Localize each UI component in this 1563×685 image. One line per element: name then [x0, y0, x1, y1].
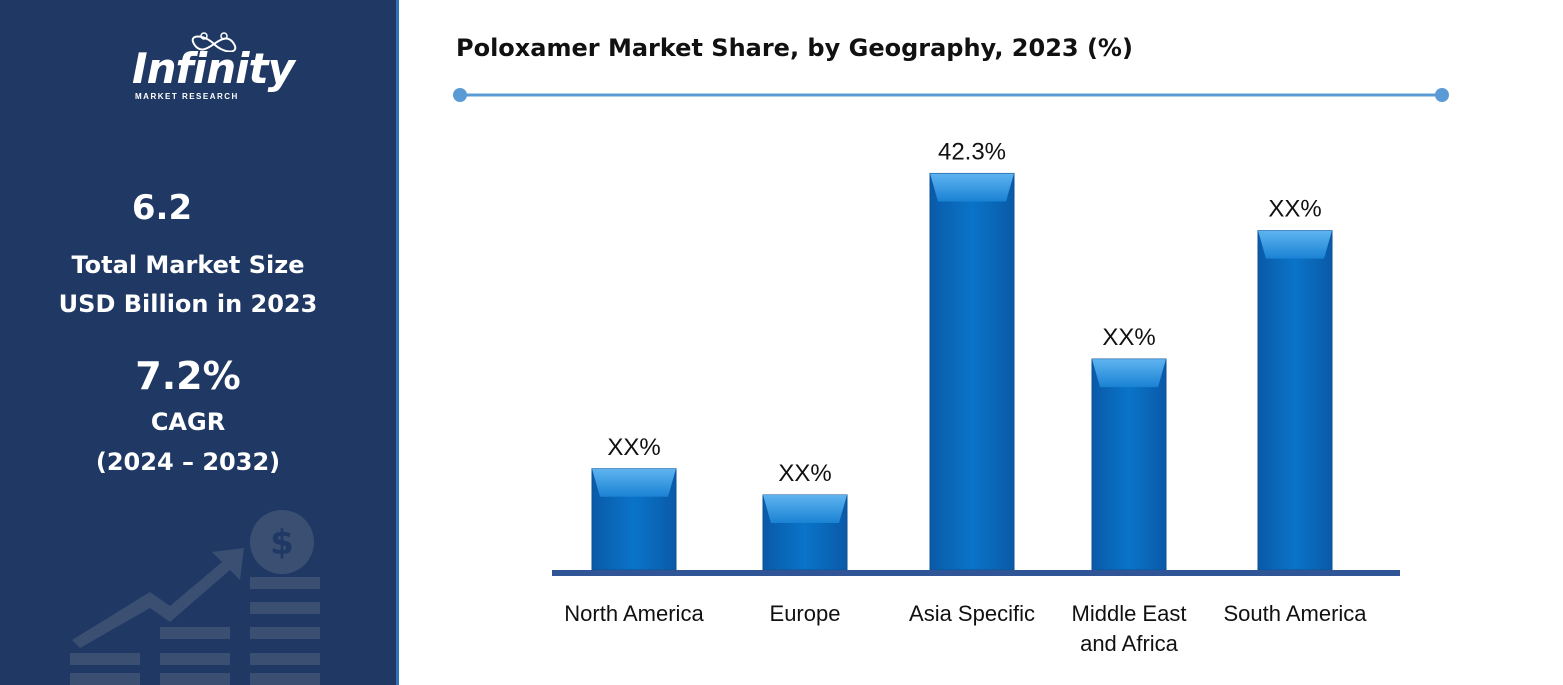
category-label-0: North America — [564, 601, 704, 626]
bar-4 — [1257, 230, 1333, 571]
data-label-0: XX% — [607, 434, 660, 461]
cagr-period: (2024 – 2032) — [95, 448, 281, 476]
title-divider — [453, 88, 1449, 102]
data-label-1: XX% — [778, 460, 831, 487]
bar-highlight-2 — [930, 173, 1014, 202]
brand-name: Infinity — [132, 44, 295, 93]
category-label-2: Asia Specific — [909, 601, 1035, 626]
market-size-label-line2: USD Billion in 2023 — [58, 290, 318, 318]
divider-right-dot — [1435, 88, 1449, 102]
data-label-2: 42.3% — [938, 138, 1006, 165]
cagr-value: 7.2% — [135, 354, 241, 398]
divider-left-dot — [453, 88, 467, 102]
bar-highlight-0 — [592, 468, 676, 497]
bar-highlight-1 — [763, 495, 847, 523]
infinity-logo-icon — [191, 32, 237, 52]
bar-highlight-3 — [1092, 359, 1166, 388]
data-label-3: XX% — [1102, 324, 1155, 351]
brand-subtitle: MARKET RESEARCH — [135, 92, 239, 101]
bar-highlight-4 — [1258, 230, 1332, 259]
category-label-3-line1: and Africa — [1080, 631, 1179, 656]
growth-chart-icon: $ — [70, 510, 320, 685]
category-label-4: South America — [1223, 601, 1367, 626]
bar-3 — [1091, 358, 1167, 571]
market-size-value: 6.2 — [131, 188, 193, 228]
bars-group — [591, 172, 1333, 571]
sidebar-edge — [396, 0, 399, 685]
bar-2 — [929, 172, 1015, 571]
category-label-1: Europe — [770, 601, 841, 626]
cagr-label: CAGR — [150, 408, 226, 436]
chart-title: Poloxamer Market Share, by Geography, 20… — [456, 34, 1133, 62]
dollar-icon: $ — [270, 523, 294, 563]
data-label-4: XX% — [1268, 196, 1321, 223]
category-label-3-line0: Middle East — [1072, 601, 1187, 626]
sidebar-panel: Infinity MARKET RESEARCH 6.2 Total Marke… — [0, 0, 396, 685]
market-size-label-line1: Total Market Size — [71, 251, 305, 279]
labels-group: XX% North America XX% Europe 42.3% Asia Speci… — [564, 138, 1367, 656]
brand-logo: Infinity MARKET RESEARCH — [120, 30, 300, 105]
